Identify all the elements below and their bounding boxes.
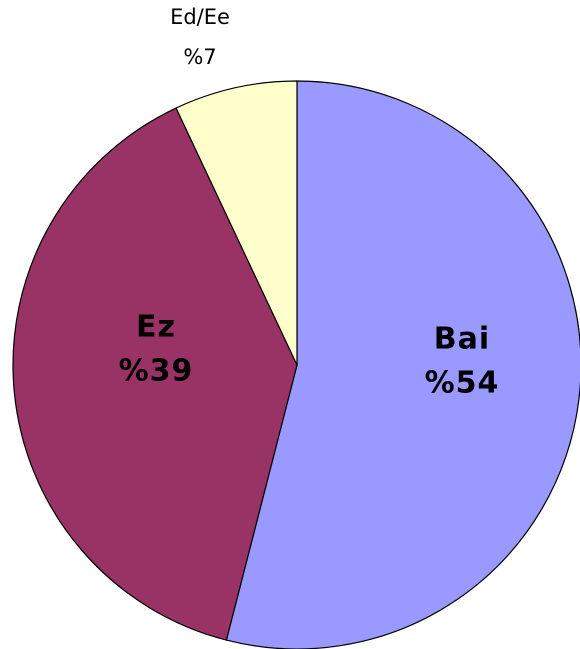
slice-label: Bai [434, 322, 490, 357]
pie-slice [175, 80, 298, 366]
slice-value-label: %54 [425, 366, 500, 401]
pie-slice [12, 107, 298, 641]
slice-label: Ez [136, 310, 176, 345]
slice-value-label: %39 [119, 354, 194, 389]
slice-value-label: %7 [183, 45, 216, 69]
slice-label: Ed/Ee [170, 5, 230, 29]
pie-slice [225, 80, 580, 649]
